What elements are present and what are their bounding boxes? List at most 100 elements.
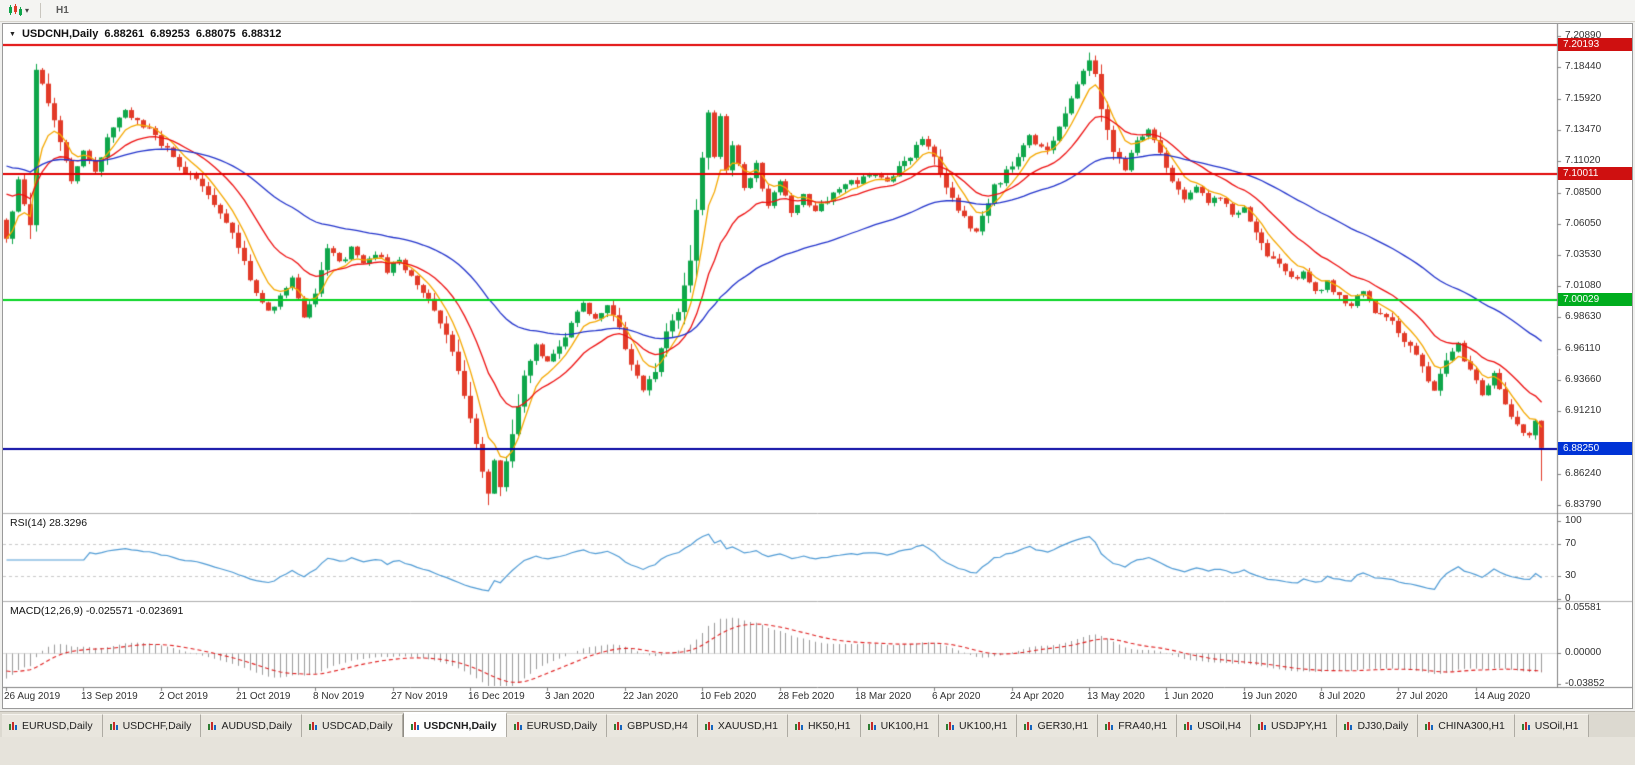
ohlc-low: 6.88075	[195, 28, 236, 40]
chart-tab-uk100-h1[interactable]: UK100,H1	[860, 714, 940, 737]
price-axis-tick: 6.83790	[1565, 499, 1602, 510]
tab-label: HK50,H1	[807, 720, 851, 732]
tab-chart-icon	[1023, 721, 1033, 731]
chart-tab-eurusd-daily[interactable]: EURUSD,Daily	[2, 714, 103, 737]
price-axis-tick: 6.96110	[1565, 343, 1601, 354]
macd-axis-tick: 0.00000	[1565, 647, 1602, 658]
tab-label: EURUSD,Daily	[22, 720, 93, 732]
tab-label: USOil,H4	[1197, 720, 1242, 732]
date-axis-label: 1 Jun 2020	[1164, 691, 1214, 702]
tab-label: USDCHF,Daily	[122, 720, 192, 732]
chart-tab-ger30-h1[interactable]: GER30,H1	[1017, 714, 1099, 737]
chart-tab-usoil-h1[interactable]: USOil,H1	[1514, 714, 1589, 737]
tab-chart-icon	[1257, 721, 1267, 731]
tab-label: EURUSD,Daily	[526, 720, 598, 732]
tab-chart-icon	[513, 721, 523, 731]
tab-chart-icon	[8, 721, 18, 731]
date-axis-label: 21 Oct 2019	[236, 691, 291, 702]
charts-tool-button[interactable]: ▾	[5, 2, 32, 20]
tab-label: USDJPY,H1	[1271, 720, 1328, 732]
chart-tab-fra40-h1[interactable]: FRA40,H1	[1098, 714, 1178, 737]
chart-tab-hk50-h1[interactable]: HK50,H1	[787, 714, 861, 737]
price-level-tag[interactable]: 7.10011	[1558, 167, 1632, 180]
chart-tab-uk100-h1[interactable]: UK100,H1	[939, 714, 1018, 737]
rsi-axis-tick: 0	[1565, 593, 1571, 604]
price-level-tag[interactable]: 7.00029	[1558, 293, 1632, 306]
date-axis-label: 8 Nov 2019	[313, 691, 365, 702]
chart-tab-usdchf-daily[interactable]: USDCHF,Daily	[102, 714, 202, 737]
date-axis-label: 13 May 2020	[1087, 691, 1145, 702]
rsi-axis-tick: 100	[1565, 515, 1582, 526]
status-strip	[0, 737, 1635, 765]
tab-chart-icon	[1343, 721, 1353, 731]
tab-chart-icon	[207, 721, 217, 731]
date-axis-label: 22 Jan 2020	[623, 691, 679, 702]
date-axis-label: 8 Jul 2020	[1319, 691, 1366, 702]
tab-chart-icon	[945, 721, 955, 731]
chart-tab-dj30-daily[interactable]: DJ30,Daily	[1337, 714, 1419, 737]
tab-label: CHINA300,H1	[1438, 720, 1505, 732]
chart-tab-usoil-h4[interactable]: USOil,H4	[1177, 714, 1252, 737]
price-axis-tick: 7.15920	[1565, 93, 1602, 104]
price-axis-tick: 7.03530	[1565, 249, 1602, 260]
tab-chart-icon	[794, 721, 804, 731]
date-axis-label: 14 Aug 2020	[1474, 691, 1531, 702]
timeframe-button-h1[interactable]: H1	[56, 5, 69, 16]
tab-chart-icon	[1424, 721, 1434, 731]
tab-chart-icon	[109, 721, 119, 731]
price-axis-tick: 7.01080	[1565, 280, 1602, 291]
tab-chart-icon	[1183, 721, 1193, 731]
macd-axis-tick: 0.05581	[1565, 602, 1602, 613]
date-axis-label: 2 Oct 2019	[159, 691, 208, 702]
chart-tab-eurusd-daily[interactable]: EURUSD,Daily	[506, 714, 608, 737]
chart-tab-usdcnh-daily[interactable]: USDCNH,Daily	[402, 712, 507, 737]
price-axis-tick: 7.11020	[1565, 155, 1601, 166]
price-level-tag[interactable]: 6.88250	[1558, 442, 1632, 455]
price-axis-tick: 7.08500	[1565, 187, 1602, 198]
timeframe-toolbar: ▾ M1M5M15M30H1H4D1W1MN	[0, 0, 1635, 84]
tab-chart-icon	[308, 721, 318, 731]
chart-canvas[interactable]	[3, 24, 1632, 708]
tab-label: XAUUSD,H1	[717, 720, 778, 732]
tab-label: GER30,H1	[1037, 720, 1089, 732]
chart-tab-usdjpy-h1[interactable]: USDJPY,H1	[1251, 714, 1338, 737]
date-axis-label: 24 Apr 2020	[1010, 691, 1064, 702]
price-axis-tick: 7.20890	[1565, 30, 1602, 41]
date-axis-label: 28 Feb 2020	[778, 691, 835, 702]
tab-label: UK100,H1	[959, 720, 1008, 732]
date-axis-label: 27 Jul 2020	[1396, 691, 1448, 702]
date-axis-label: 27 Nov 2019	[391, 691, 448, 702]
tab-label: DJ30,Daily	[1357, 720, 1409, 732]
ohlc-open: 6.88261	[104, 28, 145, 40]
price-level-tag[interactable]: 7.20193	[1558, 38, 1632, 51]
candlestick-chart-icon	[9, 4, 22, 16]
macd-axis-tick: -0.03852	[1565, 678, 1605, 689]
tab-label: FRA40,H1	[1118, 720, 1168, 732]
chart-tab-gbpusd-h4[interactable]: GBPUSD,H4	[607, 714, 698, 737]
chart-title: USDCNH,Daily	[21, 28, 99, 40]
macd-indicator-label: MACD(12,26,9) -0.025571 -0.023691	[10, 605, 184, 617]
rsi-axis-tick: 30	[1565, 570, 1577, 581]
tab-label: AUDUSD,Daily	[221, 720, 293, 732]
date-axis-label: 19 Jun 2020	[1242, 691, 1298, 702]
date-axis-label: 10 Feb 2020	[700, 691, 757, 702]
tab-label: UK100,H1	[880, 720, 930, 732]
price-axis-tick: 6.93660	[1565, 374, 1602, 385]
tab-chart-icon	[410, 721, 420, 731]
tab-label: GBPUSD,H4	[627, 720, 688, 732]
dropdown-caret-icon: ▾	[25, 6, 30, 15]
price-axis-tick: 7.18440	[1565, 61, 1602, 72]
chart-window[interactable]: ▼ USDCNH,Daily 6.88261 6.89253 6.88075 6…	[2, 23, 1633, 709]
chart-tab-china300-h1[interactable]: CHINA300,H1	[1418, 714, 1515, 737]
chart-tab-usdcad-daily[interactable]: USDCAD,Daily	[302, 714, 403, 737]
date-axis-label: 26 Aug 2019	[4, 691, 61, 702]
chart-tab-xauusd-h1[interactable]: XAUUSD,H1	[697, 714, 788, 737]
chart-menu-arrow-icon[interactable]: ▼	[9, 30, 16, 38]
tab-label: USDCNH,Daily	[423, 719, 497, 732]
chart-tab-audusd-daily[interactable]: AUDUSD,Daily	[201, 714, 303, 737]
price-axis-tick: 6.91210	[1565, 405, 1602, 416]
date-axis-label: 3 Jan 2020	[545, 691, 595, 702]
price-axis-tick: 7.06050	[1565, 218, 1602, 229]
tab-label: USOil,H1	[1534, 720, 1579, 732]
price-axis-tick: 6.98630	[1565, 311, 1602, 322]
